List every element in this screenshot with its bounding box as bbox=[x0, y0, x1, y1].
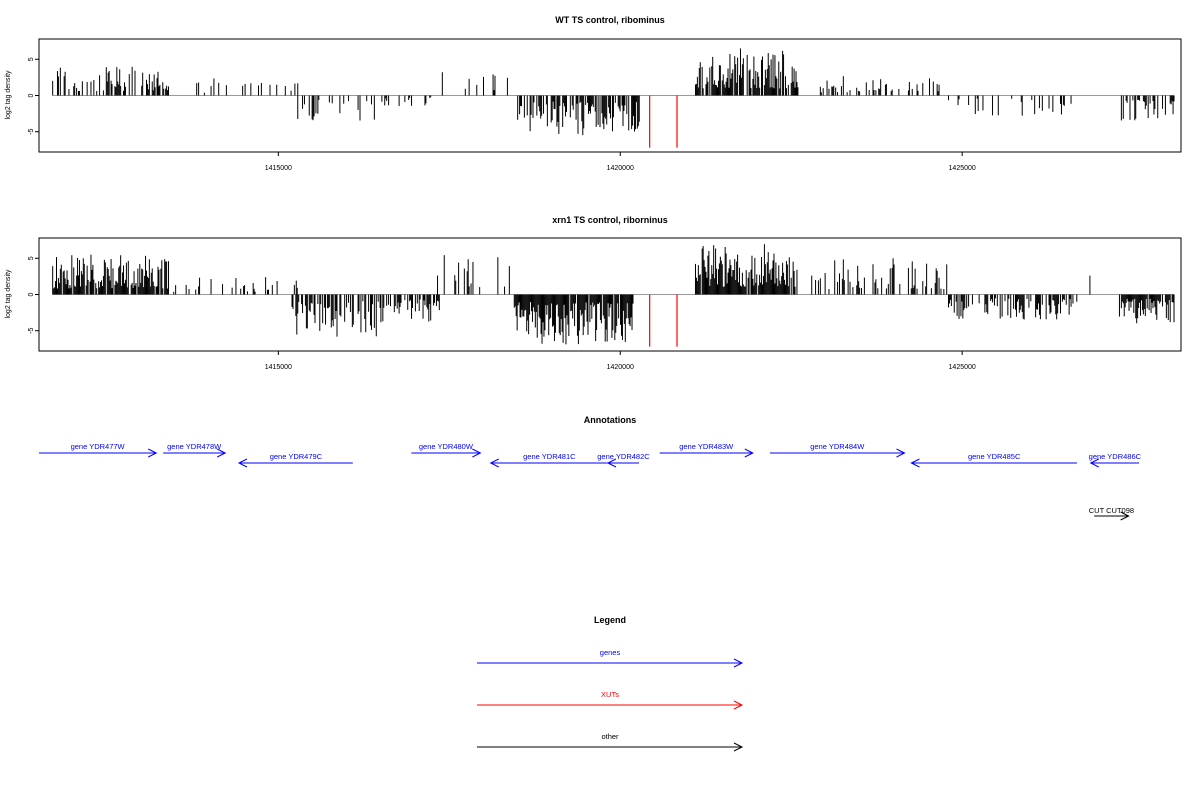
gene-arrow: gene YDR479C bbox=[237, 452, 353, 468]
gene-arrow: gene YDR482C bbox=[597, 452, 650, 468]
gene-arrow: gene YDR481C bbox=[489, 452, 608, 468]
other-arrows: CUT CUT098 bbox=[1089, 506, 1134, 521]
x-tick-label: 1420000 bbox=[607, 165, 634, 172]
gene-label: gene YDR485C bbox=[968, 452, 1021, 461]
panel-title: xrn1 TS control, riborninus bbox=[552, 215, 668, 225]
gene-label: gene YDR480W bbox=[419, 442, 474, 451]
gene-label: gene YDR479C bbox=[270, 452, 323, 461]
y-tick-label: 5 bbox=[28, 57, 35, 61]
annotations-track: Annotations gene YDR477W gene YDR478Wgene… bbox=[39, 415, 1142, 521]
gene-arrow: gene YDR484W bbox=[770, 442, 906, 458]
xrn1-signal-panel: xrn1 TS control, riborninus log2 tag den… bbox=[5, 215, 1182, 371]
gene-arrow: gene YDR477W bbox=[39, 442, 158, 458]
y-tick-label: 5 bbox=[28, 256, 35, 260]
signal-bars bbox=[52, 48, 1175, 148]
y-tick-label: -5 bbox=[28, 328, 35, 334]
y-axis-label: log2 tag density bbox=[5, 70, 12, 120]
y-axis-label: log2 tag density bbox=[5, 269, 12, 319]
legend: Legend genes XUTs other bbox=[477, 615, 744, 752]
legend-label: other bbox=[601, 732, 619, 741]
gene-label: gene YDR477W bbox=[71, 442, 126, 451]
legend-label: genes bbox=[600, 648, 621, 657]
gene-label: gene YDR481C bbox=[523, 452, 576, 461]
annotations-title: Annotations bbox=[584, 415, 637, 425]
gene-label: gene YDR483W bbox=[679, 442, 734, 451]
y-tick-label: 0 bbox=[28, 292, 35, 296]
gene-arrow: gene YDR486C bbox=[1089, 452, 1142, 468]
legend-items: genes XUTs other bbox=[477, 648, 744, 752]
y-tick-label: -5 bbox=[28, 129, 35, 135]
gene-arrows: gene YDR477W gene YDR478W gene YDR479C gene… bbox=[39, 442, 1142, 468]
legend-title: Legend bbox=[594, 615, 626, 625]
gene-label: gene YDR484W bbox=[810, 442, 865, 451]
wt-signal-panel: WT TS control, ribominus log2 tag densit… bbox=[5, 15, 1182, 172]
legend-label: XUTs bbox=[601, 690, 619, 699]
gene-label: gene YDR486C bbox=[1089, 452, 1142, 461]
legend-item-other: other bbox=[477, 732, 744, 752]
y-tick-label: 0 bbox=[28, 93, 35, 97]
legend-item-xut: XUTs bbox=[477, 690, 744, 710]
gene-label: gene YDR478W bbox=[167, 442, 222, 451]
gene-arrow: gene YDR480W bbox=[411, 442, 482, 458]
signal-bars bbox=[52, 244, 1175, 347]
x-tick-label: 1415000 bbox=[265, 165, 292, 172]
panel-title: WT TS control, ribominus bbox=[555, 15, 665, 25]
x-tick-label: 1425000 bbox=[949, 165, 976, 172]
x-tick-label: 1415000 bbox=[265, 364, 292, 371]
gene-arrow: gene YDR478W bbox=[163, 442, 227, 458]
axes: 1415000 1420000 1425000 5 0 -5 bbox=[28, 256, 976, 371]
x-tick-label: 1425000 bbox=[949, 364, 976, 371]
x-tick-label: 1420000 bbox=[607, 364, 634, 371]
gene-arrow: gene YDR483W bbox=[659, 442, 754, 458]
axes: 1415000 1420000 1425000 5 0 -5 bbox=[28, 57, 976, 172]
other-arrow: CUT CUT098 bbox=[1089, 506, 1134, 521]
other-label: CUT CUT098 bbox=[1089, 506, 1134, 515]
legend-item-gene: genes bbox=[477, 648, 744, 668]
gene-arrow: gene YDR485C bbox=[910, 452, 1077, 468]
gene-label: gene YDR482C bbox=[597, 452, 650, 461]
